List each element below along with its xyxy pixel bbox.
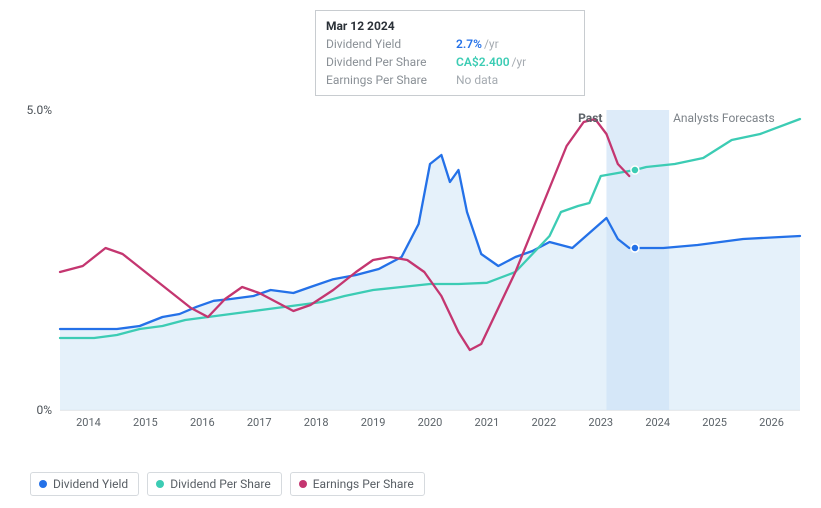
chart-area: 5.0%0%2014201520162017201820192020202120…	[20, 110, 801, 450]
legend-item[interactable]: Dividend Yield	[30, 472, 139, 496]
svg-text:2020: 2020	[418, 416, 443, 429]
chart-svg: 5.0%0%2014201520162017201820192020202120…	[20, 110, 801, 450]
tooltip-row: Earnings Per ShareNo data	[326, 71, 574, 89]
legend-dot-icon	[156, 480, 164, 488]
legend-dot-icon	[39, 480, 47, 488]
tooltip-row-value: 2.7%	[456, 35, 482, 53]
tooltip-date: Mar 12 2024	[326, 17, 574, 35]
legend-label: Earnings Per Share	[313, 477, 414, 491]
svg-text:2023: 2023	[588, 416, 613, 429]
svg-text:2022: 2022	[531, 416, 556, 429]
svg-text:2024: 2024	[645, 416, 670, 429]
tooltip: Mar 12 2024 Dividend Yield2.7%/yrDividen…	[315, 10, 585, 96]
svg-text:Analysts Forecasts: Analysts Forecasts	[673, 111, 775, 125]
legend-label: Dividend Per Share	[170, 477, 271, 491]
legend: Dividend Yield Dividend Per Share Earnings…	[30, 472, 425, 496]
tooltip-row-value: CA$2.400	[456, 53, 510, 71]
svg-text:5.0%: 5.0%	[27, 103, 53, 117]
tooltip-row-label: Dividend Per Share	[326, 53, 456, 71]
svg-text:2025: 2025	[702, 416, 727, 429]
tooltip-row: Dividend Yield2.7%/yr	[326, 35, 574, 53]
tooltip-rows: Dividend Yield2.7%/yrDividend Per ShareC…	[326, 35, 574, 89]
svg-text:2017: 2017	[247, 416, 272, 429]
svg-text:2015: 2015	[133, 416, 158, 429]
legend-label: Dividend Yield	[53, 477, 128, 491]
svg-text:2021: 2021	[475, 416, 500, 429]
tooltip-row-label: Earnings Per Share	[326, 71, 456, 89]
tooltip-row-unit: /yr	[484, 35, 499, 53]
svg-text:2018: 2018	[304, 416, 329, 429]
legend-item[interactable]: Earnings Per Share	[290, 472, 425, 496]
svg-text:2014: 2014	[76, 416, 101, 429]
chart-container: Mar 12 2024 Dividend Yield2.7%/yrDividen…	[0, 0, 821, 508]
legend-dot-icon	[299, 480, 307, 488]
svg-text:2019: 2019	[361, 416, 386, 429]
svg-text:2026: 2026	[759, 416, 784, 429]
legend-item[interactable]: Dividend Per Share	[147, 472, 282, 496]
svg-text:Past: Past	[578, 111, 602, 125]
tooltip-row: Dividend Per ShareCA$2.400/yr	[326, 53, 574, 71]
tooltip-row-unit: /yr	[512, 53, 527, 71]
tooltip-row-label: Dividend Yield	[326, 35, 456, 53]
svg-text:0%: 0%	[36, 403, 52, 417]
svg-text:2016: 2016	[190, 416, 215, 429]
tooltip-row-nodata: No data	[456, 71, 498, 89]
